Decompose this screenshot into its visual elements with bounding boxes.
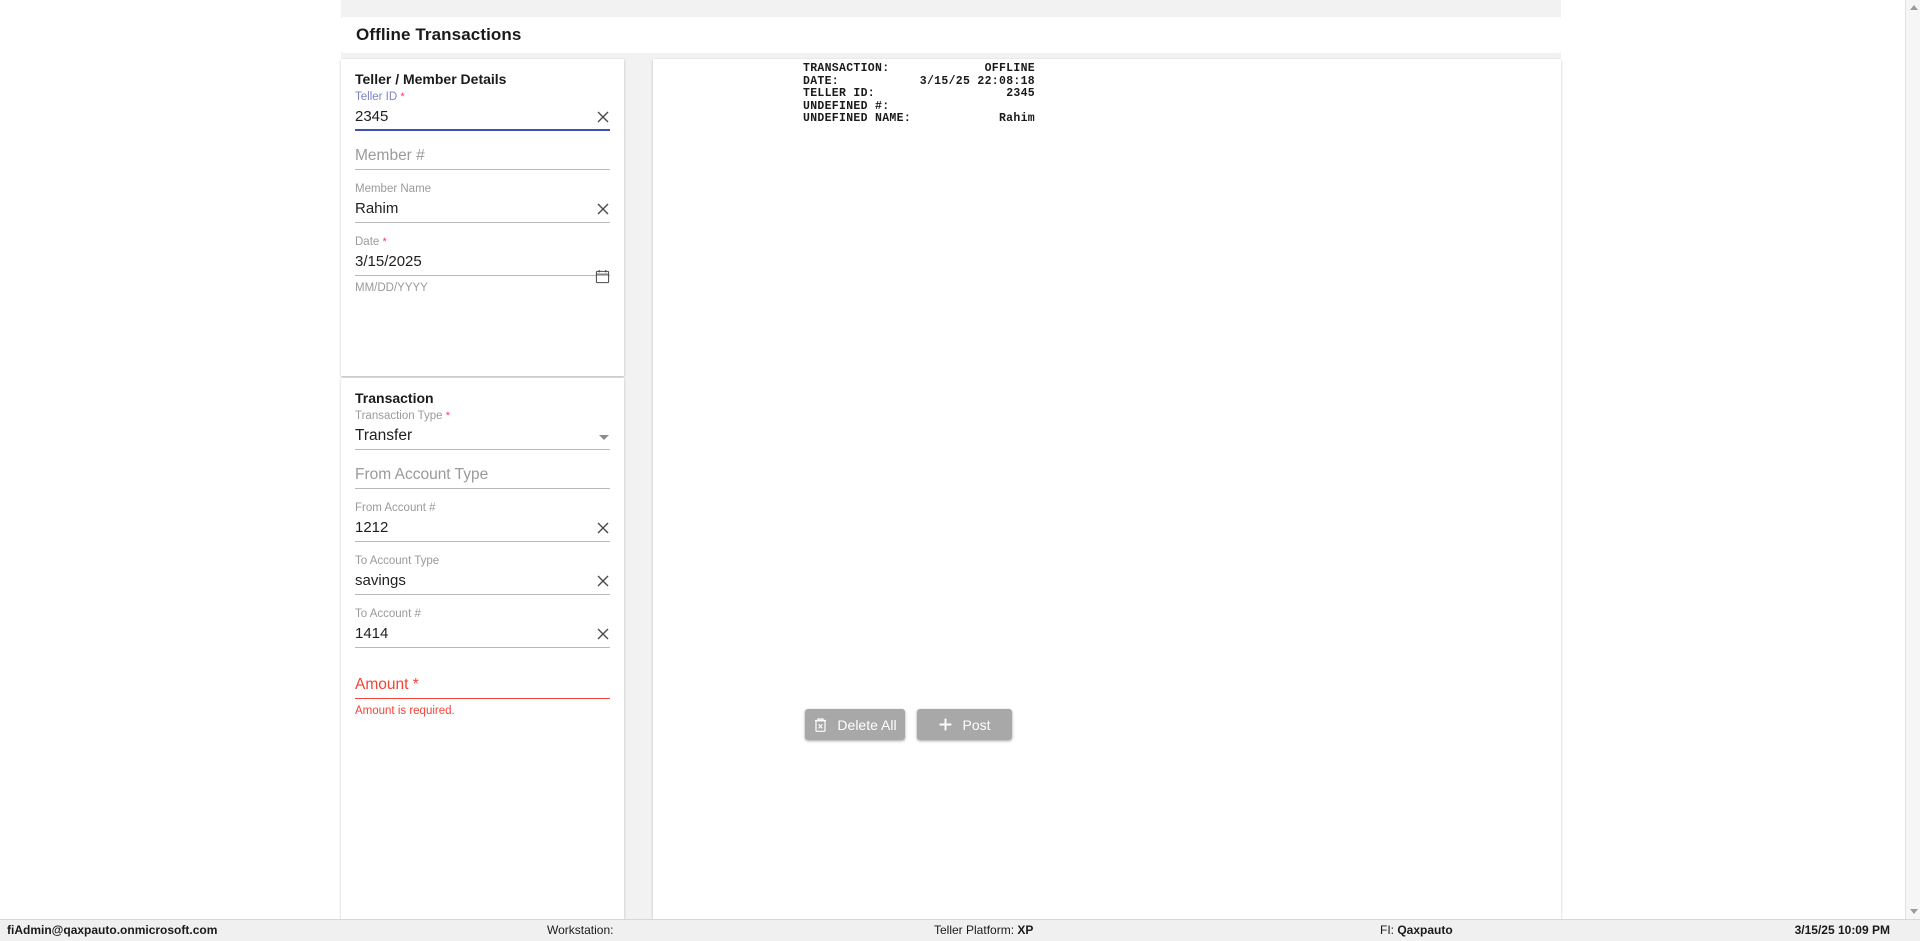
- to-account-type-underline: [355, 594, 610, 595]
- calendar-icon[interactable]: [595, 269, 610, 289]
- date-underline: [355, 275, 610, 276]
- teller-id-underline: [355, 129, 610, 131]
- receipt-key: UNDEFINED NAME:: [803, 112, 912, 126]
- receipt-line: TRANSACTION: OFFLINE: [803, 62, 1035, 76]
- status-platform-value: XP: [1017, 923, 1034, 937]
- field-amount[interactable]: Amount * Amount is required.: [355, 672, 610, 718]
- receipt-value: 2345: [1006, 87, 1035, 101]
- status-user: fiAdmin@qaxpauto.onmicrosoft.com: [7, 923, 218, 937]
- clear-icon[interactable]: [596, 521, 610, 535]
- from-account-number-label: From Account #: [355, 502, 436, 514]
- receipt-key: DATE:: [803, 74, 840, 88]
- delete-all-button[interactable]: Delete All: [805, 709, 905, 740]
- field-from-account-type[interactable]: From Account Type: [355, 462, 610, 489]
- status-platform: Teller Platform: XP: [934, 923, 1033, 937]
- receipt-line: UNDEFINED NAME: Rahim: [803, 113, 1035, 126]
- delete-all-button-label: Delete All: [837, 716, 897, 733]
- transaction-type-label: Transaction Type *: [355, 410, 451, 422]
- teller-section-title: Teller / Member Details: [355, 71, 507, 87]
- post-button-label: Post: [962, 716, 991, 733]
- receipt-line: UNDEFINED #:: [803, 99, 1035, 114]
- field-member-number[interactable]: Member #: [355, 143, 610, 170]
- from-account-number-value[interactable]: 1212: [355, 519, 389, 536]
- status-platform-label: Teller Platform:: [934, 923, 1015, 937]
- field-to-account-number[interactable]: To Account # 1414: [355, 607, 610, 648]
- member-name-label: Member Name: [355, 183, 432, 195]
- status-bar: fiAdmin@qaxpauto.onmicrosoft.com Worksta…: [0, 919, 1920, 941]
- to-account-number-underline: [355, 647, 610, 648]
- receipt-value: OFFLINE: [984, 62, 1035, 75]
- status-fi: FI: Qaxpauto: [1380, 923, 1453, 937]
- amount-underline: [355, 698, 610, 699]
- to-account-number-value[interactable]: 1414: [355, 625, 389, 642]
- clear-icon[interactable]: [596, 202, 610, 216]
- member-name-underline: [355, 222, 610, 223]
- field-teller-id[interactable]: Teller ID * 2345: [355, 90, 610, 131]
- receipt-preview-card: TRANSACTION: OFFLINE DATE: 3/15/25 22:08…: [653, 59, 1561, 919]
- from-account-type-placeholder[interactable]: From Account Type: [355, 466, 489, 483]
- clear-icon[interactable]: [596, 627, 610, 641]
- from-account-number-underline: [355, 541, 610, 542]
- to-account-type-label: To Account Type: [355, 555, 440, 567]
- vertical-scrollbar[interactable]: [1905, 0, 1920, 919]
- status-workstation: Workstation:: [547, 923, 613, 937]
- receipt-key: TRANSACTION:: [803, 62, 890, 75]
- receipt-text: TRANSACTION: OFFLINE DATE: 3/15/25 22:08…: [803, 62, 1035, 126]
- transaction-section-title: Transaction: [355, 390, 434, 406]
- chevron-down-icon[interactable]: [599, 435, 609, 440]
- status-workstation-label: Workstation:: [547, 923, 614, 937]
- amount-error-message: Amount is required.: [355, 705, 455, 717]
- field-transaction-type[interactable]: Transaction Type * Transfer: [355, 409, 610, 450]
- field-date[interactable]: Date * 3/15/2025 MM/DD/YYYY: [355, 235, 610, 295]
- teller-member-details-card: Teller / Member Details Teller ID * 2345…: [341, 59, 624, 376]
- teller-id-value[interactable]: 2345: [355, 108, 389, 125]
- clear-icon[interactable]: [596, 574, 610, 588]
- receipt-value: Rahim: [998, 112, 1035, 126]
- transaction-type-underline: [355, 449, 610, 450]
- status-datetime: 3/15/25 10:09 PM: [1794, 923, 1890, 937]
- teller-id-label: Teller ID *: [355, 91, 405, 103]
- receipt-line: DATE: 3/15/25 22:08:18: [803, 74, 1035, 89]
- receipt-key: TELLER ID:: [803, 87, 876, 101]
- date-label: Date *: [355, 236, 387, 248]
- from-account-type-underline: [355, 488, 610, 489]
- left-gutter: [0, 0, 341, 919]
- field-from-account-number[interactable]: From Account # 1212: [355, 501, 610, 542]
- clear-icon[interactable]: [596, 110, 610, 124]
- trash-icon: [813, 717, 828, 733]
- receipt-key: UNDEFINED #:: [803, 99, 890, 113]
- receipt-line: TELLER ID: 2345: [803, 88, 1035, 101]
- date-value[interactable]: 3/15/2025: [355, 253, 422, 270]
- date-hint: MM/DD/YYYY: [355, 282, 428, 294]
- right-gutter: [1561, 0, 1920, 919]
- status-fi-label: FI:: [1380, 923, 1394, 937]
- member-name-value[interactable]: Rahim: [355, 200, 399, 217]
- plus-icon: [938, 717, 953, 732]
- member-number-underline: [355, 169, 610, 170]
- scroll-up-icon[interactable]: [1910, 5, 1918, 10]
- receipt-action-row: Delete All Post: [805, 709, 1012, 740]
- member-number-placeholder[interactable]: Member #: [355, 147, 425, 164]
- transaction-type-value[interactable]: Transfer: [355, 427, 413, 444]
- receipt-value: 3/15/25 22:08:18: [919, 74, 1035, 88]
- transaction-card: Transaction Transaction Type * Transfer …: [341, 378, 624, 919]
- field-member-name[interactable]: Member Name Rahim: [355, 182, 610, 223]
- page-title: Offline Transactions: [356, 25, 522, 44]
- amount-label[interactable]: Amount *: [355, 676, 419, 693]
- to-account-number-label: To Account #: [355, 608, 421, 620]
- page-header: Offline Transactions: [341, 17, 1561, 53]
- status-fi-value: Qaxpauto: [1397, 923, 1453, 937]
- scroll-down-icon[interactable]: [1910, 909, 1918, 914]
- field-to-account-type[interactable]: To Account Type savings: [355, 554, 610, 595]
- post-button[interactable]: Post: [917, 709, 1012, 740]
- to-account-type-value[interactable]: savings: [355, 572, 406, 589]
